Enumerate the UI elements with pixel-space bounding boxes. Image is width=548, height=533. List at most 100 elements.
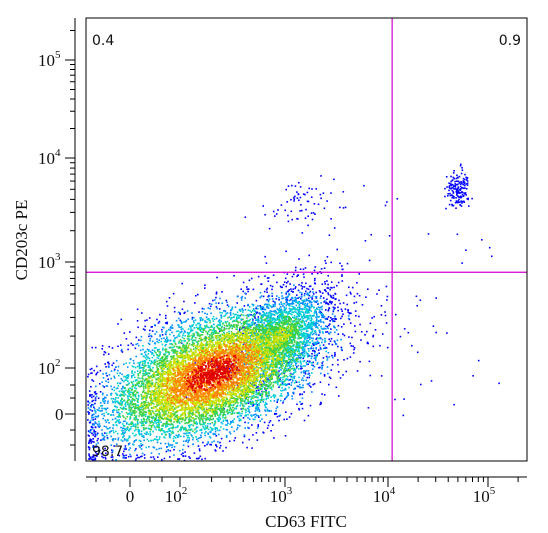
event-dot <box>308 382 311 384</box>
event-dot <box>451 203 453 206</box>
event-dot <box>310 386 312 388</box>
event-dot <box>270 430 272 432</box>
event-dot <box>197 322 200 325</box>
event-dot <box>264 401 267 404</box>
event-dot <box>92 438 94 440</box>
event-dot <box>297 289 300 292</box>
event-dot <box>293 196 295 199</box>
event-dot <box>288 289 290 291</box>
event-dot <box>288 383 290 385</box>
event-dot <box>308 361 310 364</box>
event-dot <box>245 320 248 322</box>
event-dot <box>255 312 258 315</box>
event-dot <box>173 310 176 313</box>
event-dot <box>205 325 208 328</box>
event-dot <box>298 376 300 379</box>
event-dot <box>130 342 133 345</box>
event-dot <box>94 433 97 435</box>
event-dot <box>297 364 300 367</box>
event-dot <box>454 201 457 204</box>
event-dot <box>205 339 207 341</box>
event-dot <box>251 310 254 312</box>
event-dot <box>445 207 447 210</box>
event-dot <box>314 324 317 326</box>
event-dot <box>95 365 98 368</box>
event-dot <box>444 187 446 190</box>
event-dot <box>287 185 290 187</box>
event-dot <box>227 400 229 403</box>
event-dot <box>416 351 419 354</box>
event-dot <box>153 350 156 353</box>
event-dot <box>114 398 117 401</box>
event-dot <box>318 334 320 336</box>
event-dot <box>460 191 463 193</box>
event-dot <box>155 438 157 441</box>
event-dot <box>142 428 145 431</box>
event-dot <box>178 433 180 436</box>
event-dot <box>320 327 323 330</box>
event-dot <box>263 322 265 324</box>
event-dot <box>187 441 189 444</box>
event-dot <box>137 362 139 364</box>
event-dot <box>325 318 327 320</box>
event-dot <box>94 446 97 448</box>
event-dot <box>115 459 117 461</box>
event-dot <box>298 311 300 314</box>
event-dot <box>150 439 152 442</box>
event-dot <box>162 425 164 427</box>
event-dot <box>169 339 172 342</box>
event-dot <box>330 261 332 264</box>
event-dot <box>349 291 352 294</box>
event-dot <box>89 420 92 422</box>
event-dot <box>249 323 251 326</box>
event-dot <box>262 369 264 372</box>
event-dot <box>219 409 221 412</box>
event-dot <box>149 339 151 342</box>
event-dot <box>178 345 181 348</box>
event-dot <box>242 417 245 419</box>
event-dot <box>191 335 194 338</box>
event-dot <box>102 456 105 459</box>
event-dot <box>115 359 118 362</box>
event-dot <box>241 402 243 405</box>
event-dot <box>411 344 413 347</box>
event-dot <box>140 361 142 363</box>
event-dot <box>304 306 307 309</box>
event-dot <box>248 320 250 322</box>
event-dot <box>268 303 270 306</box>
event-dot <box>146 319 148 321</box>
event-dot <box>340 326 343 328</box>
event-dot <box>153 347 156 349</box>
event-dot <box>254 314 257 316</box>
event-dot <box>305 345 307 347</box>
event-dot <box>225 424 227 426</box>
event-dot <box>137 344 140 347</box>
event-dot <box>238 417 241 420</box>
event-dot <box>87 411 89 413</box>
event-dot <box>291 275 294 278</box>
event-dot <box>253 384 255 386</box>
event-dot <box>268 391 270 393</box>
event-dot <box>162 359 164 361</box>
event-dot <box>110 435 112 438</box>
event-dot <box>95 373 97 376</box>
event-dot <box>279 328 282 330</box>
event-dot <box>223 315 225 318</box>
event-dot <box>93 454 96 457</box>
event-dot <box>235 320 238 322</box>
event-dot <box>233 418 236 420</box>
event-dot <box>108 345 110 348</box>
event-dot <box>98 451 101 453</box>
event-dot <box>281 334 284 337</box>
event-dot <box>117 401 119 404</box>
event-dot <box>141 414 143 416</box>
event-dot <box>243 362 246 365</box>
event-dot <box>220 340 223 342</box>
event-dot <box>306 318 309 321</box>
event-dot <box>251 405 254 407</box>
event-dot <box>122 415 124 417</box>
event-dot <box>94 415 97 418</box>
event-dot <box>325 301 327 304</box>
event-dot <box>352 345 354 347</box>
event-dot <box>180 418 182 420</box>
